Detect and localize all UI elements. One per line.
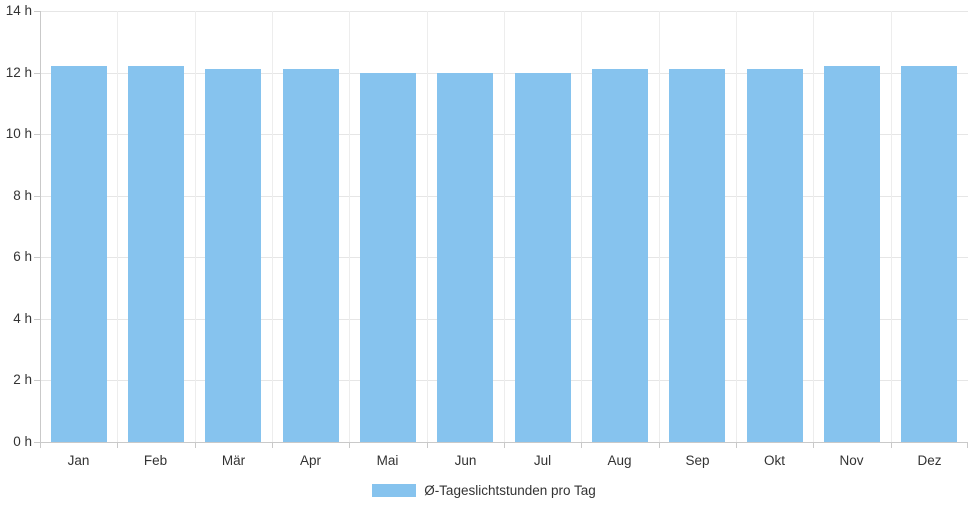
x-tick-label: Feb	[143, 453, 168, 468]
v-gridline	[581, 11, 582, 442]
y-tick-label: 12 h	[5, 65, 32, 80]
x-axis-tick	[736, 442, 737, 448]
y-axis-tick	[34, 257, 40, 258]
x-axis-line	[40, 442, 968, 443]
y-axis-tick	[34, 442, 40, 443]
y-tick-label: 8 h	[13, 188, 32, 203]
v-gridline	[504, 11, 505, 442]
x-tick-label: Jan	[67, 453, 90, 468]
v-gridline	[813, 11, 814, 442]
legend-label: Ø-Tageslichtstunden pro Tag	[424, 483, 596, 498]
x-tick-label: Jun	[454, 453, 477, 468]
x-axis-tick	[659, 442, 660, 448]
v-gridline	[272, 11, 273, 442]
x-axis-tick	[40, 442, 41, 448]
y-axis-tick	[34, 196, 40, 197]
bar[interactable]	[360, 73, 416, 442]
x-tick-label: Jul	[533, 453, 552, 468]
y-axis-tick	[34, 380, 40, 381]
y-tick-label: 6 h	[13, 249, 32, 264]
bar[interactable]	[669, 69, 725, 442]
v-gridline	[891, 11, 892, 442]
y-axis-tick	[34, 134, 40, 135]
v-gridline	[349, 11, 350, 442]
x-tick-label: Dez	[917, 453, 942, 468]
x-tick-label: Okt	[763, 453, 785, 468]
x-axis-tick	[504, 442, 505, 448]
y-axis-line	[40, 11, 41, 442]
bar[interactable]	[51, 66, 107, 442]
v-gridline	[195, 11, 196, 442]
bar[interactable]	[283, 69, 339, 442]
bar[interactable]	[824, 66, 880, 442]
v-gridline	[427, 11, 428, 442]
x-axis-tick	[581, 442, 582, 448]
y-tick-label: 4 h	[13, 311, 32, 326]
x-tick-label: Apr	[299, 453, 321, 468]
bar[interactable]	[901, 66, 957, 442]
bar[interactable]	[515, 73, 571, 442]
y-axis-tick	[34, 319, 40, 320]
x-axis-tick	[813, 442, 814, 448]
legend-swatch-icon	[372, 484, 417, 497]
x-axis-tick	[195, 442, 196, 448]
y-axis-tick	[34, 73, 40, 74]
x-axis-tick	[891, 442, 892, 448]
bar[interactable]	[592, 69, 648, 442]
v-gridline	[117, 11, 118, 442]
x-axis-tick	[349, 442, 350, 448]
x-tick-label: Sep	[685, 453, 710, 468]
x-tick-label: Mai	[376, 453, 399, 468]
bar[interactable]	[747, 69, 803, 442]
y-tick-label: 2 h	[13, 372, 32, 387]
v-gridline	[659, 11, 660, 442]
x-axis-tick	[117, 442, 118, 448]
y-tick-label: 14 h	[5, 3, 32, 18]
y-axis-tick	[34, 11, 40, 12]
x-axis-tick	[427, 442, 428, 448]
x-tick-label: Nov	[839, 453, 864, 468]
bar[interactable]	[437, 73, 493, 442]
legend-item[interactable]: Ø-Tageslichtstunden pro Tag	[0, 483, 968, 498]
x-tick-label: Aug	[607, 453, 632, 468]
bar[interactable]	[205, 69, 261, 442]
y-tick-label: 10 h	[5, 126, 32, 141]
v-gridline	[736, 11, 737, 442]
bar[interactable]	[128, 66, 184, 442]
x-tick-label: Mär	[221, 453, 246, 468]
x-axis-tick	[272, 442, 273, 448]
y-tick-label: 0 h	[13, 434, 32, 449]
